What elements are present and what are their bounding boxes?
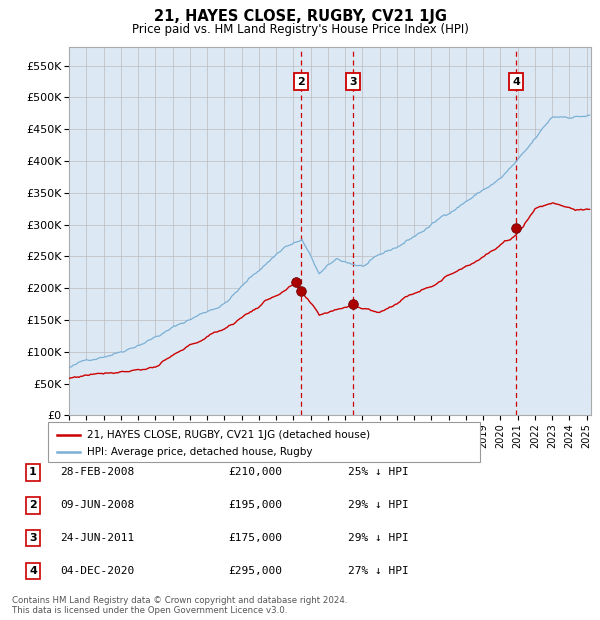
- Text: 4: 4: [29, 566, 37, 576]
- Text: 29% ↓ HPI: 29% ↓ HPI: [348, 533, 409, 543]
- Text: 3: 3: [29, 533, 37, 543]
- Text: 2: 2: [29, 500, 37, 510]
- Text: 28-FEB-2008: 28-FEB-2008: [60, 467, 134, 477]
- FancyBboxPatch shape: [48, 422, 480, 462]
- Text: 09-JUN-2008: 09-JUN-2008: [60, 500, 134, 510]
- Text: 27% ↓ HPI: 27% ↓ HPI: [348, 566, 409, 576]
- Text: 3: 3: [350, 76, 357, 87]
- Text: Contains HM Land Registry data © Crown copyright and database right 2024.
This d: Contains HM Land Registry data © Crown c…: [12, 596, 347, 615]
- Text: 25% ↓ HPI: 25% ↓ HPI: [348, 467, 409, 477]
- Text: 1: 1: [29, 467, 37, 477]
- Text: £175,000: £175,000: [228, 533, 282, 543]
- Text: 29% ↓ HPI: 29% ↓ HPI: [348, 500, 409, 510]
- Text: HPI: Average price, detached house, Rugby: HPI: Average price, detached house, Rugb…: [87, 447, 313, 457]
- Text: 24-JUN-2011: 24-JUN-2011: [60, 533, 134, 543]
- Text: £210,000: £210,000: [228, 467, 282, 477]
- Text: 21, HAYES CLOSE, RUGBY, CV21 1JG: 21, HAYES CLOSE, RUGBY, CV21 1JG: [154, 9, 446, 24]
- Text: 04-DEC-2020: 04-DEC-2020: [60, 566, 134, 576]
- Text: £295,000: £295,000: [228, 566, 282, 576]
- Text: 21, HAYES CLOSE, RUGBY, CV21 1JG (detached house): 21, HAYES CLOSE, RUGBY, CV21 1JG (detach…: [87, 430, 370, 440]
- Text: £195,000: £195,000: [228, 500, 282, 510]
- Text: 4: 4: [512, 76, 520, 87]
- Text: 2: 2: [297, 76, 305, 87]
- Text: Price paid vs. HM Land Registry's House Price Index (HPI): Price paid vs. HM Land Registry's House …: [131, 23, 469, 36]
